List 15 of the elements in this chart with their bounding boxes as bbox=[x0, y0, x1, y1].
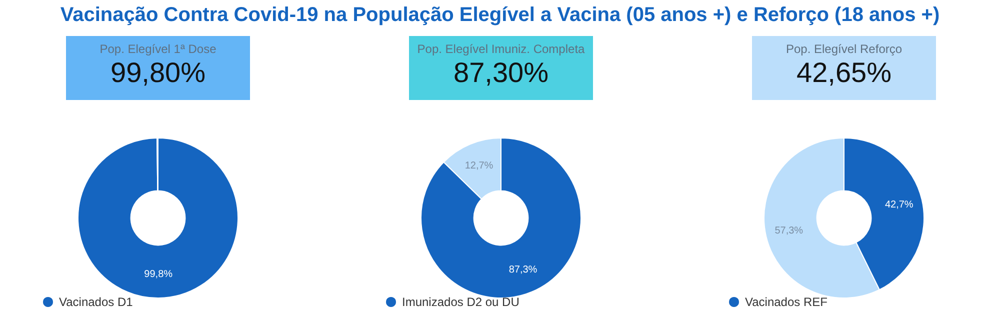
data-label: 99,8% bbox=[144, 269, 173, 280]
data-label: 57,3% bbox=[774, 225, 804, 236]
legend-label: Imunizados D2 ou DU bbox=[402, 295, 520, 309]
chart-subtitle: 87,30% bbox=[452, 56, 550, 90]
data-label: 12,7% bbox=[464, 160, 494, 172]
chart-title: Pop. Elegível 1ª Dose bbox=[98, 42, 218, 56]
data-label: 42,7% bbox=[884, 200, 914, 211]
text: Vacinação Contra Covid-19 na População Elegível a Vacina (05 anos +) e Reforço (18 anos +) bbox=[59, 4, 941, 27]
chart-subtitle: 99,80% bbox=[110, 56, 206, 90]
data-label: 87,3% bbox=[508, 264, 538, 276]
legend-label: Vacinados REF bbox=[745, 295, 828, 309]
chart-subtitle: 42,65% bbox=[796, 56, 892, 90]
legend-label: Vacinados D1 bbox=[59, 295, 134, 309]
chart-title: Pop. Elegível Reforço bbox=[784, 42, 904, 56]
chart-title: Pop. Elegível Imuniz. Completa bbox=[416, 42, 586, 56]
